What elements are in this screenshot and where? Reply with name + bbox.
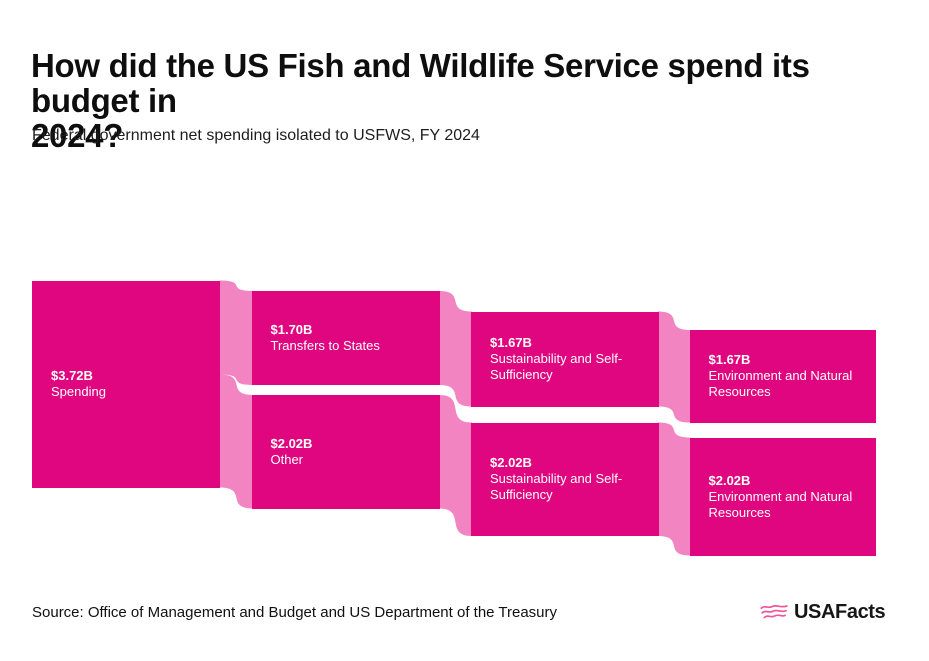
node-value: $1.70B (270, 322, 313, 337)
sankey-node-environment-b[interactable]: $2.02B Environment and Natural Resources (689, 437, 876, 556)
sankey-node-spending[interactable]: $3.72B Spending (32, 280, 220, 488)
node-label: Environment and Natural Resources (708, 368, 853, 400)
sankey-node-sustainability-b[interactable]: $2.02B Sustainability and Self-Sufficien… (471, 422, 659, 536)
sankey-link-sustainability-environment-a (657, 311, 691, 423)
sankey-link-sustainability-environment-b (657, 422, 691, 556)
sankey-node-environment-a[interactable]: $1.67B Environment and Natural Resources (689, 330, 876, 423)
source-note: Source: Office of Management and Budget … (32, 604, 558, 621)
sankey-node-sustainability-a[interactable]: $1.67B Sustainability and Self-Sufficien… (471, 311, 659, 407)
sankey-link-transfers-sustainability (439, 291, 472, 407)
page-title-line1: How did the US Fish and Wildlife Service… (31, 47, 810, 119)
node-label: Sustainability and Self-Sufficiency (490, 471, 623, 503)
usafacts-logo-icon (760, 604, 788, 619)
sankey-link-spending-other (219, 374, 254, 509)
node-label: Other (270, 451, 304, 467)
sankey-node-transfers-to-states[interactable]: $1.70B Transfers to States (251, 291, 440, 385)
node-value: $3.72B (51, 368, 93, 383)
node-label: Environment and Natural Resources (708, 488, 853, 520)
node-label: Transfers to States (270, 338, 380, 353)
node-value: $2.02B (490, 455, 532, 471)
sankey-link-other-sustainability (439, 395, 472, 536)
node-label: Sustainability and Self-Sufficiency (490, 351, 623, 382)
node-value: $2.02B (708, 472, 751, 488)
node-value: $1.67B (708, 352, 751, 368)
node-label: Spending (51, 384, 106, 399)
usafacts-wordmark: USAFacts (794, 600, 886, 623)
node-value: $2.02B (270, 435, 313, 451)
sankey-link-spending-transfers (219, 280, 254, 385)
usafacts-logo[interactable]: USAFacts (760, 599, 886, 625)
sankey-node-other[interactable]: $2.02B Other (251, 395, 440, 509)
chart-subtitle: Federal government net spending isolated… (32, 127, 480, 144)
page-title-line2: 2024? (31, 117, 124, 154)
page-title: How did the US Fish and Wildlife Service… (31, 48, 871, 153)
node-value: $1.67B (490, 335, 532, 350)
